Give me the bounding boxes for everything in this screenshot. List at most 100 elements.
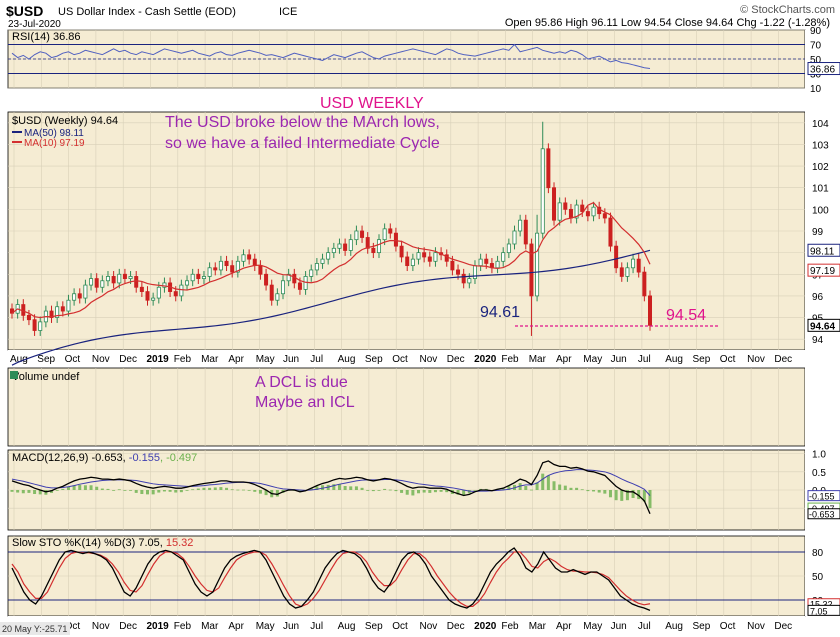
footer-label: 20 May Y:-25.71 xyxy=(2,624,67,634)
macd-hist-15 xyxy=(95,486,99,490)
candle-body-95 xyxy=(546,148,551,189)
x-axis-tick-Feb: Feb xyxy=(501,354,519,365)
macd-hist-29 xyxy=(174,490,178,493)
macd-hist-30 xyxy=(179,490,183,493)
x-axis-bottom-tick-Dec: Dec xyxy=(119,621,137,632)
macd-hist-25 xyxy=(151,490,155,495)
macd-hist-76 xyxy=(439,490,443,492)
x-axis-tick-Apr: Apr xyxy=(228,354,244,365)
macd-hist-91 xyxy=(524,486,528,490)
macd-hist-98 xyxy=(563,485,567,490)
annotation-usd-weekly: USD WEEKLY xyxy=(320,95,424,112)
x-axis-tick-Jul: Jul xyxy=(638,354,651,365)
macd-hist-88 xyxy=(507,486,511,490)
macd-hist-36 xyxy=(213,487,217,490)
macd-hist-39 xyxy=(230,489,234,491)
candle-body-16 xyxy=(100,280,105,288)
candle-body-60 xyxy=(348,239,353,251)
macd-hist-105 xyxy=(603,490,607,494)
rsi-tick-90: 90 xyxy=(810,26,822,37)
macd-hist-96 xyxy=(552,481,556,490)
x-axis-bottom-tick-May: May xyxy=(583,621,602,632)
x-axis-bottom-tick-Mar: Mar xyxy=(529,621,547,632)
candle-body-89 xyxy=(512,230,517,245)
macd-hist-5 xyxy=(38,490,42,495)
sto-tick-50: 50 xyxy=(812,572,824,583)
candle-body-33 xyxy=(196,273,201,280)
candle-body-3 xyxy=(26,314,31,321)
price-tick-103: 103 xyxy=(812,140,829,151)
candle-body-101 xyxy=(580,204,585,212)
macd-hist-12 xyxy=(78,484,82,490)
candle-body-13 xyxy=(83,284,88,299)
price-tick-96: 96 xyxy=(812,292,824,303)
macd-hist-82 xyxy=(473,490,477,491)
x-axis-tick-May: May xyxy=(256,354,275,365)
macd-hist-59 xyxy=(343,486,347,490)
macd-hist-67 xyxy=(388,489,392,491)
x-axis-bottom-tick-Jun: Jun xyxy=(611,621,627,632)
x-axis-tick-2020: 2020 xyxy=(474,354,497,365)
macd-hist-0 xyxy=(10,490,14,492)
macd-hist-103 xyxy=(592,490,596,492)
macd-hist-102 xyxy=(586,490,590,492)
price-tick-100: 100 xyxy=(812,205,829,216)
price-tick-99: 99 xyxy=(812,227,824,238)
candle-body-74 xyxy=(427,256,432,262)
macd-hist-3 xyxy=(27,490,31,493)
macd-hist-14 xyxy=(89,485,93,490)
macd-hist-40 xyxy=(236,489,240,491)
candle-body-26 xyxy=(156,286,161,299)
macd-hist-34 xyxy=(202,487,206,490)
x-axis-tick-Apr: Apr xyxy=(556,354,572,365)
candle-body-25 xyxy=(151,297,156,301)
candle-body-2 xyxy=(21,304,26,316)
rsi-tick-10: 10 xyxy=(810,84,822,95)
rsi-tick-70: 70 xyxy=(810,41,822,52)
candle-body-66 xyxy=(382,228,387,241)
macd-hist-65 xyxy=(377,490,381,491)
x-axis-bottom-tick-Oct: Oct xyxy=(392,621,408,632)
macd-line xyxy=(11,460,651,515)
index-name: US Dollar Index - Cash Settle (EOD) xyxy=(58,6,236,18)
candle-body-86 xyxy=(495,260,500,269)
candle-body-56 xyxy=(326,252,331,260)
rsi-label: RSI(14) 36.86 xyxy=(12,31,80,43)
ohlc-readout: Open 95.86 High 96.11 Low 94.54 Close 94… xyxy=(505,17,830,29)
x-axis-bottom-tick-Jun: Jun xyxy=(283,621,299,632)
symbol-title: $USD xyxy=(6,3,43,19)
candle-body-105 xyxy=(602,213,607,219)
candle-body-20 xyxy=(122,273,127,280)
x-axis-tick-Nov: Nov xyxy=(747,354,765,365)
candle-body-107 xyxy=(614,245,619,269)
candle-body-72 xyxy=(416,252,421,260)
price-label: $USD (Weekly) 94.64 xyxy=(12,115,118,127)
candle-body-43 xyxy=(252,258,257,267)
candle-body-14 xyxy=(89,278,94,286)
x-axis-tick-Nov: Nov xyxy=(92,354,110,365)
price-tag-97.19: 97.19 xyxy=(810,266,835,277)
macd-hist-19 xyxy=(117,489,121,491)
macd-hist-42 xyxy=(247,490,251,491)
volume-label: Volume undef xyxy=(12,371,80,383)
candle-body-18 xyxy=(111,276,116,284)
macd-hist-66 xyxy=(383,488,387,490)
macd-hist-99 xyxy=(569,487,573,490)
macd-hist-32 xyxy=(191,489,195,491)
price-tag-box-2 xyxy=(807,318,840,332)
macd-hist-70 xyxy=(405,490,409,495)
candle-body-69 xyxy=(399,245,404,258)
x-axis-tick-Jun: Jun xyxy=(611,354,627,365)
macd-tag-0: -0.155 xyxy=(809,492,835,502)
macd-hist-51 xyxy=(298,490,302,492)
macd-label-part-2: , -0.497 xyxy=(160,452,197,464)
candle-body-73 xyxy=(422,252,427,258)
macd-hist-109 xyxy=(625,490,629,501)
macd-hist-27 xyxy=(162,490,166,492)
candle-body-68 xyxy=(393,232,398,247)
x-axis-tick-Oct: Oct xyxy=(392,354,408,365)
candle-body-108 xyxy=(619,267,624,277)
macd-hist-44 xyxy=(258,490,262,494)
macd-hist-13 xyxy=(83,485,87,490)
